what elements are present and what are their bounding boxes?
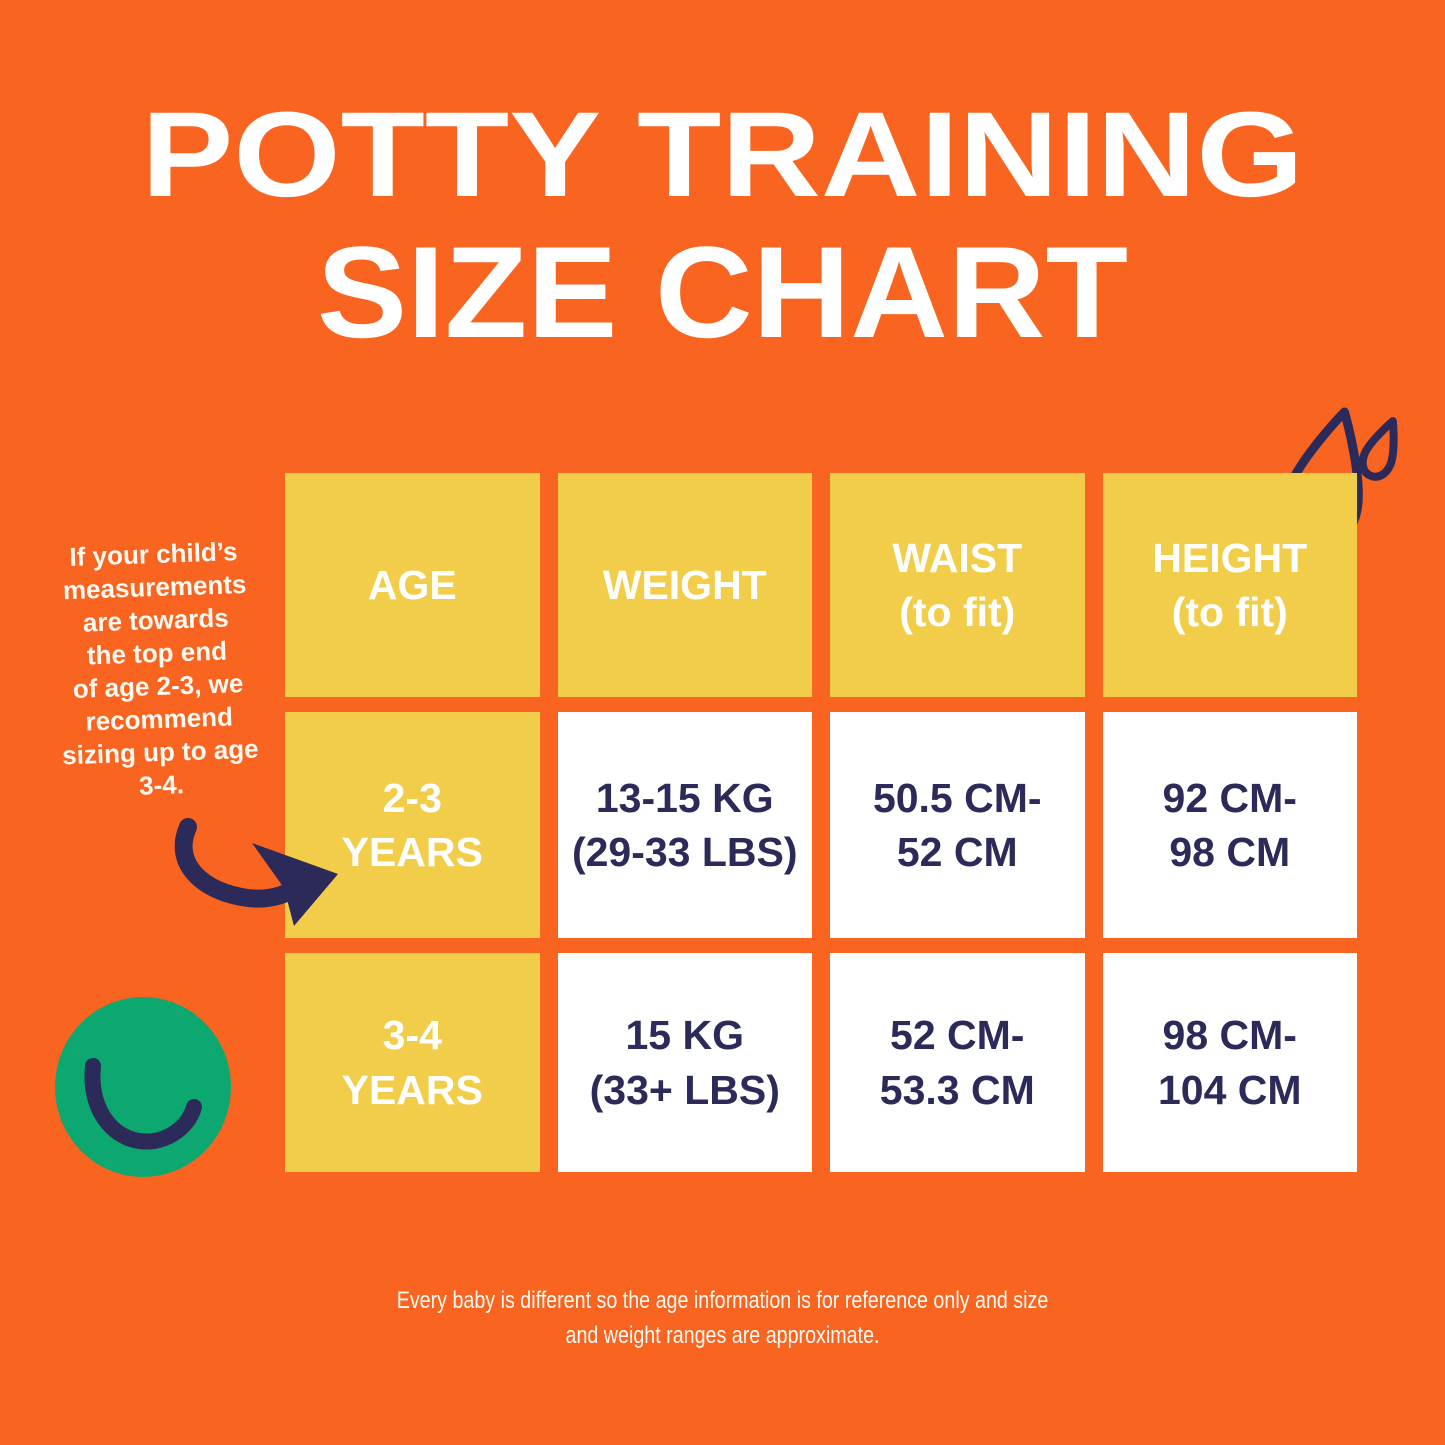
page-title-line2: SIZE CHART xyxy=(316,219,1129,365)
cell-line: 2-3 xyxy=(382,774,442,821)
header-label: AGE xyxy=(367,561,457,608)
table-cell-weight-2-3: 13-15 KG (29-33 LBS) xyxy=(557,712,812,938)
table-header-height: HEIGHT (to fit) xyxy=(1102,473,1357,697)
table-cell-age-3-4: 3-4 YEARS xyxy=(285,953,540,1172)
cell-line: 98 CM xyxy=(1169,829,1291,875)
cell-line: 52 CM xyxy=(896,829,1018,875)
header-sublabel: (to fit) xyxy=(899,589,1016,635)
table-header-weight: WEIGHT xyxy=(557,473,812,697)
table-cell-waist-3-4: 52 CM- 53.3 CM xyxy=(830,953,1085,1172)
cell-line: 53.3 CM xyxy=(879,1066,1035,1113)
header-sublabel: (to fit) xyxy=(1171,589,1288,635)
header-label: HEIGHT xyxy=(1152,534,1308,581)
table-cell-height-2-3: 92 CM- 98 CM xyxy=(1102,712,1357,938)
table-header-waist: WAIST (to fit) xyxy=(830,473,1085,697)
size-up-note: If your child’s measurements are towards… xyxy=(10,533,304,807)
cell-line: (33+ LBS) xyxy=(589,1066,780,1113)
cell-line: 13-15 KG xyxy=(595,774,774,821)
size-chart-table: AGE WEIGHT WAIST (to fit) HEIGHT (to fit… xyxy=(285,473,1357,1172)
cell-line: 98 CM- xyxy=(1162,1012,1297,1059)
table-cell-height-3-4: 98 CM- 104 CM xyxy=(1102,953,1357,1172)
cell-line: 3-4 xyxy=(382,1012,442,1059)
disclaimer-text: Every baby is different so the age infor… xyxy=(130,1283,1315,1353)
cell-line: YEARS xyxy=(341,1066,483,1113)
table-cell-age-2-3: 2-3 YEARS xyxy=(285,712,540,938)
cell-line: 52 CM- xyxy=(890,1012,1025,1059)
page-title-line1: POTTY TRAINING xyxy=(141,86,1304,222)
cell-line: 104 CM xyxy=(1157,1066,1302,1113)
cell-line: 15 KG xyxy=(625,1012,745,1059)
header-label: WAIST xyxy=(892,534,1023,581)
cell-line: YEARS xyxy=(341,829,483,875)
page-title: POTTY TRAINING SIZE CHART xyxy=(0,86,1445,365)
smiley-face-icon xyxy=(55,997,231,1177)
curved-arrow-icon xyxy=(174,818,338,926)
table-header-age: AGE xyxy=(285,473,540,697)
cell-line: 92 CM- xyxy=(1162,774,1297,821)
table-cell-weight-3-4: 15 KG (33+ LBS) xyxy=(557,953,812,1172)
header-label: WEIGHT xyxy=(602,561,767,608)
disclaimer-line: and weight ranges are approximate. xyxy=(565,1322,880,1349)
cell-line: (29-33 LBS) xyxy=(571,829,798,875)
cell-line: 50.5 CM- xyxy=(872,774,1042,821)
table-cell-waist-2-3: 50.5 CM- 52 CM xyxy=(830,712,1085,938)
disclaimer-line: Every baby is different so the age infor… xyxy=(396,1287,1049,1314)
